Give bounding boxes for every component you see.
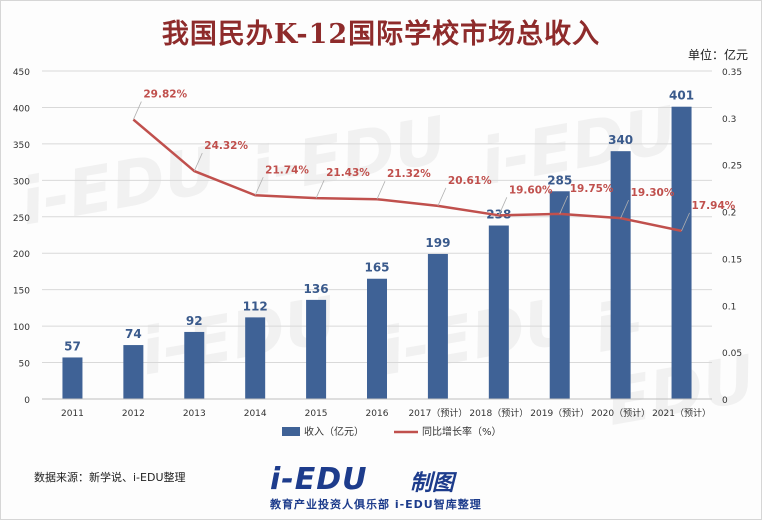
bar-data-label: 340 [608,133,633,147]
bar-data-label: 285 [547,173,572,187]
bar-data-label: 136 [304,282,329,296]
legend-label-line: 同比增长率（%） [422,425,502,438]
line-data-label: 21.43% [326,167,370,179]
line-data-label: 21.74% [265,164,309,176]
line-label-leader [498,197,508,216]
bar-data-label: 112 [243,299,268,313]
y-axis-right: 0 0.05 0.1 0.15 0.2 0.25 0.3 0.35 [722,68,742,406]
line-label-leader [376,181,386,200]
legend: 收入（亿元） 同比增长率（%） [282,425,502,438]
y-left-tick-label: 400 [13,104,30,114]
line-data-label: 19.30% [631,187,675,199]
x-tick-label: 2016 [366,409,389,419]
brand-logo-side: 制图 [410,471,455,496]
brand-logo: i-EDU 制图 教育产业投资人俱乐部 i-EDU智库整理 [270,462,520,514]
y-axis-left: 0 50 100 150 200 250 300 350 400 450 [13,68,30,406]
bar-data-label: 165 [364,261,389,275]
y-right-tick-label: 0.25 [722,162,742,172]
bar [367,278,387,399]
y-left-tick-label: 50 [19,360,31,370]
line-data-label: 20.61% [448,175,492,187]
chart-svg: 0 50 100 150 200 250 300 350 400 450 0 0.05 0.1 0.15… [13,68,742,438]
x-tick-label: 2012 [122,409,145,419]
legend-label-bar: 收入（亿元） [304,425,364,438]
x-tick-label: 2013 [183,409,206,419]
y-right-tick-label: 0.15 [722,255,742,265]
line-label-leader [132,101,142,120]
x-tick-label: 2011 [61,409,84,419]
bar-data-label: 74 [125,327,142,341]
y-left-tick-label: 450 [13,68,30,78]
line-series: 29.82% 24.32% 21.74% 21.43% 21.32% 20.61% 19.6… [132,89,736,233]
y-left-tick-label: 0 [24,396,30,406]
y-right-tick-label: 0.05 [722,349,742,359]
bar [123,345,144,399]
x-tick-label: 2020（预计） [591,407,650,419]
line-data-label: 17.94% [692,200,736,212]
brand-tagline: 教育产业投资人俱乐部 i-EDU智库整理 [270,498,482,511]
y-left-tick-label: 250 [13,214,30,224]
bar [549,191,570,399]
bar [184,331,205,399]
bar-data-label: 401 [669,89,694,103]
source-note: 数据来源：新学说、i-EDU整理 [34,471,186,484]
y-left-tick-label: 350 [13,141,30,151]
line-label-leader [193,152,203,172]
legend-swatch-bar [282,427,300,436]
x-axis: 2011 2012 2013 2014 2015 2016 2017（预计） 2018（预计）… [42,398,712,419]
line-data-label: 21.32% [387,168,431,180]
x-tick-label: 2015 [305,409,328,419]
x-tick-label: 2021（预计） [652,407,711,419]
bar [62,357,83,399]
line-data-label: 24.32% [204,140,248,152]
brand-logo-main: i-EDU [270,462,368,497]
y-right-tick-label: 0.35 [722,68,742,78]
bar-data-label: 199 [425,236,450,250]
line-label-leader [254,177,264,196]
line-data-label: 29.82% [143,89,187,101]
bar [245,317,266,399]
line-label-leader [315,180,325,199]
x-tick-label: 2014 [244,409,267,419]
chart-title: 我国民办K-12国际学校市场总收入 [161,19,601,50]
bar [610,151,631,399]
y-left-tick-label: 100 [13,323,30,333]
line-label-leader [620,199,630,219]
bar [427,253,448,399]
bar [488,225,509,399]
y-left-tick-label: 200 [13,250,30,260]
bar [306,299,327,399]
growth-line [132,118,682,233]
y-right-tick-label: 0.3 [722,115,736,125]
bar-data-label: 92 [186,314,203,328]
y-right-tick-label: 0.1 [722,302,736,312]
line-data-label: 19.60% [509,184,553,196]
line-label-leader [681,212,690,232]
bar [671,106,692,400]
unit-label: 单位：亿元 [687,48,748,62]
line-label-leader [437,187,447,207]
x-tick-label: 2018（预计） [469,407,528,419]
y-right-tick-label: 0.2 [722,209,736,219]
line-data-label: 19.75% [570,183,614,195]
y-left-tick-label: 300 [13,177,30,187]
bar-data-label: 57 [64,339,81,353]
x-tick-label: 2019（预计） [530,407,589,419]
x-tick-label: 2017（预计） [408,407,467,419]
y-right-tick-label: 0 [722,396,728,406]
y-left-tick-label: 150 [13,287,30,297]
line-label-leader [559,195,569,215]
